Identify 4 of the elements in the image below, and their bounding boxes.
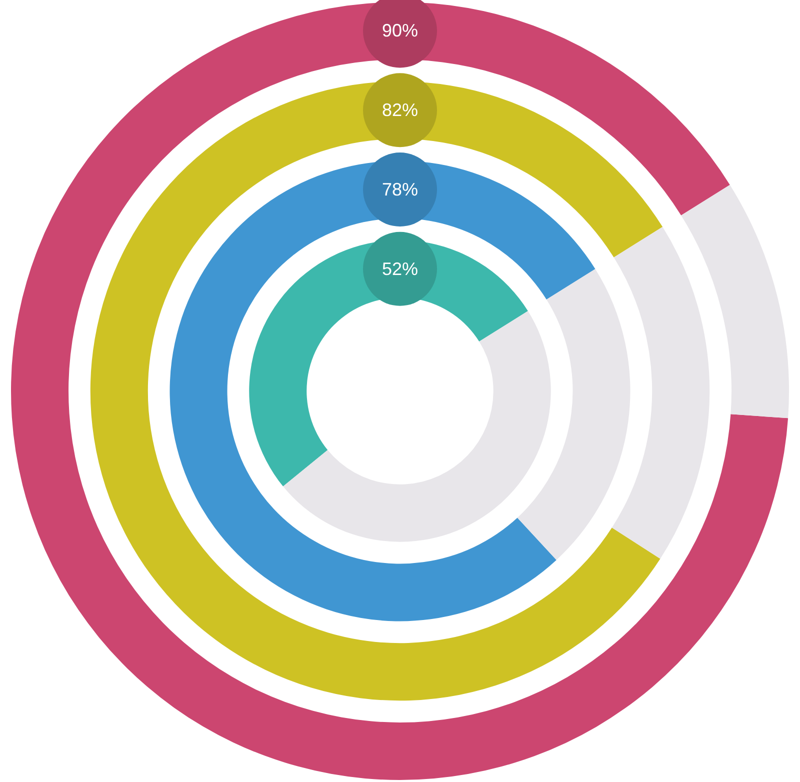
data-label: 90%	[382, 20, 418, 41]
data-label: 78%	[382, 179, 418, 200]
data-label: 52%	[382, 258, 418, 279]
data-label: 82%	[382, 100, 418, 120]
